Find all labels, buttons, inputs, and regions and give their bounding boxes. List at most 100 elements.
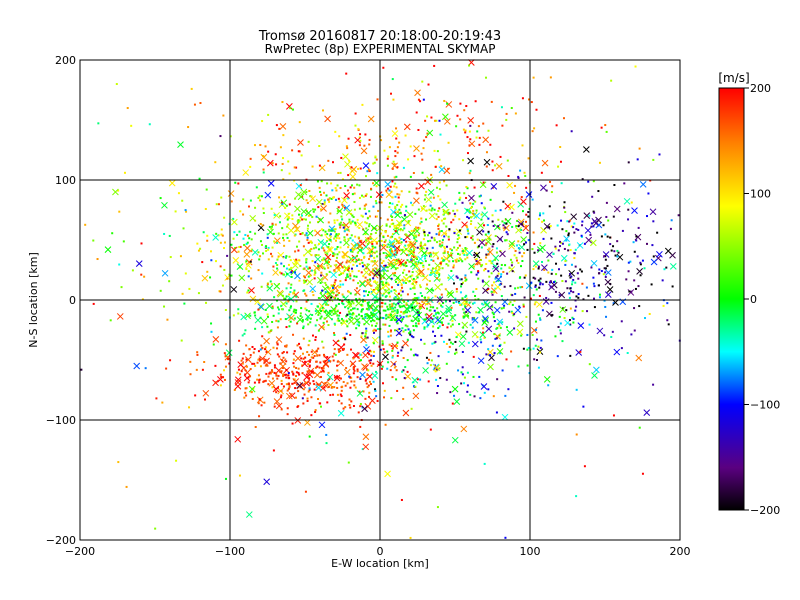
data-point xyxy=(452,209,455,212)
data-point xyxy=(411,306,414,309)
data-point xyxy=(333,352,336,355)
data-point xyxy=(263,361,266,364)
data-point xyxy=(583,242,586,245)
data-point xyxy=(399,205,402,208)
data-point xyxy=(365,267,368,270)
data-point xyxy=(372,162,375,165)
data-point xyxy=(360,214,363,217)
data-point xyxy=(308,377,311,380)
data-point xyxy=(465,224,468,227)
data-point xyxy=(334,353,337,356)
data-point-x-marker xyxy=(577,322,585,329)
data-point xyxy=(395,227,398,230)
data-point xyxy=(359,405,362,408)
data-point-x-marker xyxy=(345,209,353,216)
data-point xyxy=(632,241,635,244)
data-point xyxy=(220,196,223,199)
data-point xyxy=(515,224,518,227)
data-point-x-marker xyxy=(548,283,555,291)
data-point xyxy=(398,141,401,144)
data-point xyxy=(422,264,425,267)
data-point-x-marker xyxy=(249,214,257,222)
data-point xyxy=(325,194,328,197)
data-point xyxy=(418,227,421,230)
data-point xyxy=(342,226,345,229)
data-point xyxy=(299,233,302,236)
data-point xyxy=(244,233,247,236)
data-point xyxy=(436,506,439,509)
data-point xyxy=(437,195,440,198)
data-point xyxy=(275,347,278,350)
data-point xyxy=(590,266,593,269)
data-point xyxy=(313,273,316,276)
data-point-x-marker xyxy=(514,306,522,314)
data-point xyxy=(319,405,322,408)
data-point-x-marker xyxy=(515,226,522,234)
data-point-x-marker xyxy=(434,283,442,291)
data-point xyxy=(359,377,362,380)
data-point xyxy=(411,282,414,285)
data-point xyxy=(336,393,339,396)
data-point xyxy=(324,233,327,236)
data-point xyxy=(276,299,279,302)
data-point xyxy=(641,472,644,475)
data-point xyxy=(633,279,636,282)
data-point xyxy=(307,140,310,143)
data-point xyxy=(325,320,328,323)
data-point xyxy=(357,270,360,273)
data-point xyxy=(368,395,371,398)
data-point-x-marker xyxy=(428,212,436,220)
data-point xyxy=(358,390,361,393)
data-point xyxy=(275,374,278,377)
data-point-x-marker xyxy=(406,211,414,218)
data-point xyxy=(357,356,360,359)
data-point xyxy=(319,376,322,379)
data-point xyxy=(429,364,432,367)
data-point xyxy=(315,254,318,257)
data-point xyxy=(381,342,384,345)
data-point xyxy=(423,232,426,235)
data-point xyxy=(318,145,321,148)
data-point xyxy=(261,326,264,329)
data-point xyxy=(395,137,398,140)
data-point xyxy=(460,283,463,286)
data-point xyxy=(446,251,449,254)
data-point xyxy=(305,300,308,303)
data-point xyxy=(413,292,416,295)
data-point xyxy=(612,245,615,248)
data-point xyxy=(518,251,521,254)
data-point xyxy=(498,324,501,327)
data-point xyxy=(374,329,377,332)
data-point xyxy=(447,322,450,325)
data-point xyxy=(304,356,307,359)
data-point-x-marker xyxy=(604,269,612,276)
data-point xyxy=(339,283,342,286)
data-point xyxy=(537,279,540,282)
data-point xyxy=(247,270,250,273)
data-point xyxy=(515,256,518,259)
data-point xyxy=(353,186,356,189)
data-point xyxy=(409,330,412,333)
data-point xyxy=(367,384,370,387)
data-point xyxy=(218,290,221,293)
data-point xyxy=(527,346,530,349)
data-point xyxy=(249,354,252,357)
data-point xyxy=(281,352,284,355)
data-point-x-marker xyxy=(161,201,168,209)
data-point xyxy=(317,305,320,308)
data-point xyxy=(408,243,411,246)
data-point xyxy=(259,240,262,243)
data-point xyxy=(539,317,542,320)
data-point xyxy=(522,347,525,350)
data-point xyxy=(327,266,330,269)
data-point xyxy=(527,239,530,242)
data-point xyxy=(366,242,369,245)
data-point xyxy=(351,239,354,242)
data-point xyxy=(417,261,420,264)
data-point xyxy=(441,238,444,241)
data-point xyxy=(349,315,352,318)
data-point xyxy=(346,320,349,323)
data-point xyxy=(307,353,310,356)
data-point xyxy=(277,232,280,235)
data-point xyxy=(267,375,270,378)
